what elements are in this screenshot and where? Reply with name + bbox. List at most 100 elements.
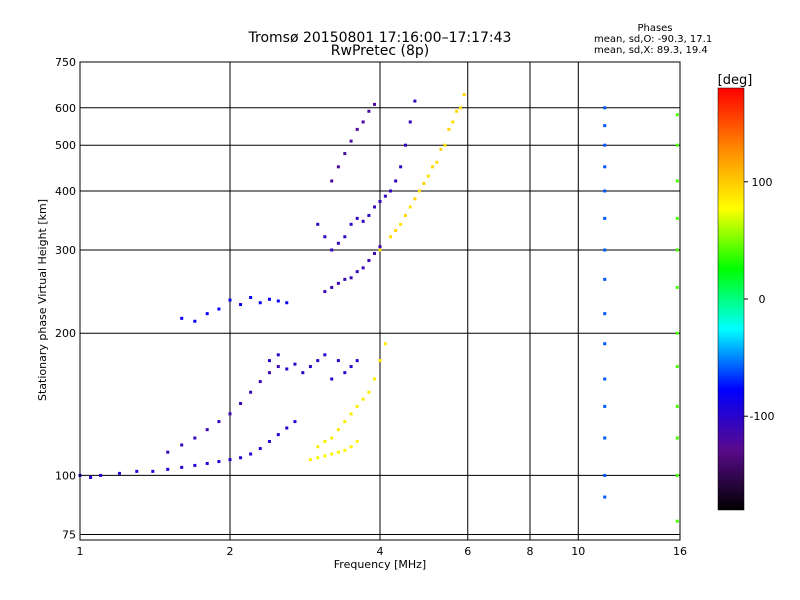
data-point [426, 174, 430, 178]
x-tick-label: 2 [227, 545, 234, 558]
data-point [399, 165, 403, 169]
y-tick-label: 75 [62, 528, 76, 541]
data-point [603, 312, 607, 316]
data-point [413, 197, 417, 201]
data-point [355, 359, 359, 363]
data-point [675, 365, 679, 369]
y-axis-ticks: 75 100 200 300 400 500 600 750 [55, 56, 76, 541]
data-point [316, 359, 320, 363]
data-point [373, 251, 377, 255]
data-point [675, 143, 679, 147]
phases-o-stats: mean, sd,O: -90.3, 17.1 [594, 34, 712, 45]
data-point [675, 436, 679, 440]
data-point [675, 113, 679, 117]
data-point [435, 160, 439, 164]
data-point [447, 127, 451, 131]
data-point [180, 316, 184, 320]
data-point [323, 353, 327, 357]
data-point [330, 377, 334, 381]
data-point [89, 475, 93, 479]
data-point [330, 179, 334, 183]
data-point [323, 290, 327, 294]
data-point [603, 165, 607, 169]
plot-frame [79, 61, 681, 541]
colorbar-tick-label: 100 [752, 176, 773, 189]
data-point [249, 452, 253, 456]
data-point [239, 456, 243, 460]
data-point [349, 139, 353, 143]
data-point [355, 127, 359, 131]
data-point [603, 189, 607, 193]
data-point [323, 454, 327, 458]
data-point [603, 124, 607, 128]
phases-x-stats: mean, sd,X: 89.3, 19.4 [594, 45, 708, 56]
x-tick-label: 1 [77, 545, 84, 558]
data-point [316, 222, 320, 226]
data-point [343, 277, 347, 281]
data-point [249, 296, 253, 300]
data-point [399, 222, 403, 226]
data-point [675, 216, 679, 220]
data-point [267, 439, 271, 443]
data-point [239, 401, 243, 405]
data-point [367, 390, 371, 394]
data-point [336, 359, 340, 363]
data-point [217, 307, 221, 311]
data-point [675, 248, 679, 252]
data-point [258, 380, 262, 384]
data-point [408, 120, 412, 124]
data-point [349, 412, 353, 416]
data-point [217, 460, 221, 464]
data-point [455, 109, 459, 113]
y-tick-label: 100 [55, 469, 76, 482]
data-point [603, 143, 607, 147]
y-tick-label: 600 [55, 102, 76, 115]
data-point [451, 120, 455, 124]
data-point [308, 458, 312, 462]
data-point [151, 469, 155, 473]
data-point [394, 228, 398, 232]
data-point [228, 458, 232, 462]
data-point [675, 519, 679, 523]
data-point [316, 445, 320, 449]
data-point [336, 281, 340, 285]
data-point [99, 473, 103, 477]
data-point [323, 439, 327, 443]
colorbar-label: [deg] [718, 73, 753, 88]
data-point [431, 165, 435, 169]
data-point [378, 359, 382, 363]
data-point [603, 404, 607, 408]
x-tick-label: 16 [673, 545, 687, 558]
data-points [78, 93, 679, 523]
data-point [276, 299, 280, 303]
data-point [343, 420, 347, 424]
data-point [603, 216, 607, 220]
data-point [383, 342, 387, 346]
data-point [330, 285, 334, 289]
data-point [349, 222, 353, 226]
data-point [378, 245, 382, 249]
data-point [675, 473, 679, 477]
data-point [267, 359, 271, 363]
data-point [285, 367, 289, 371]
data-point [373, 377, 377, 381]
data-point [301, 371, 305, 375]
data-point [367, 213, 371, 217]
data-point [117, 471, 121, 475]
data-point [293, 420, 297, 424]
data-point [361, 219, 365, 223]
data-point [413, 99, 417, 103]
data-point [217, 420, 221, 424]
y-tick-label: 500 [55, 139, 76, 152]
data-point [343, 448, 347, 452]
data-point [293, 362, 297, 366]
data-point [258, 301, 262, 305]
data-point [193, 463, 197, 467]
data-point [349, 365, 353, 369]
y-tick-label: 300 [55, 244, 76, 257]
data-point [343, 235, 347, 239]
data-point [228, 298, 232, 302]
data-point [675, 404, 679, 408]
data-point [603, 495, 607, 499]
